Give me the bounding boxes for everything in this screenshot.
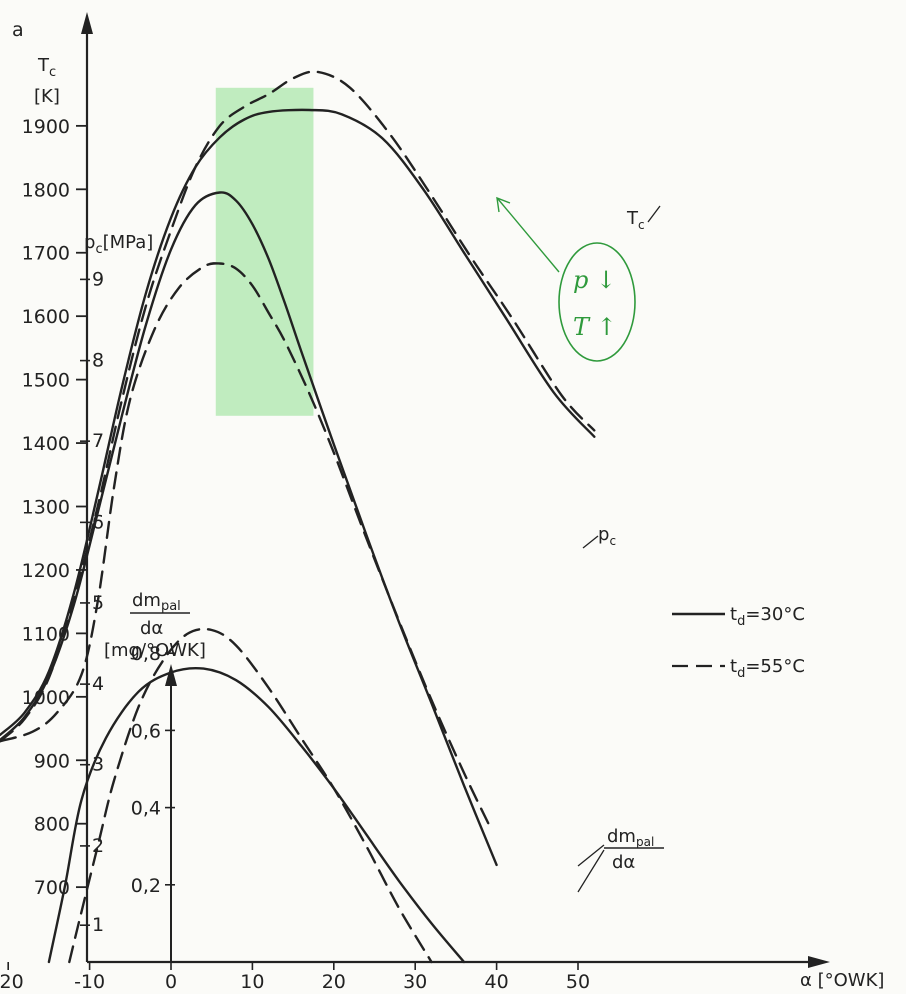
annotation: p ↓ T ↑: [496, 196, 636, 362]
legend-dashed-label: td=55°C: [730, 656, 805, 681]
t-tick-label: 1900: [22, 116, 70, 138]
tc-curve-label: Tc: [626, 205, 661, 232]
series-line-2: [0, 191, 498, 867]
annotation-line-2: T ↑: [573, 313, 617, 341]
t-tick-label: 1700: [22, 243, 70, 265]
annotation-ellipse: [558, 242, 636, 362]
svg-text:Tc: Tc: [626, 208, 645, 232]
series-line-1: [0, 70, 596, 743]
panel-label: a: [12, 19, 24, 41]
x-tick-label: 0: [165, 971, 177, 993]
annotation-arrow: [497, 198, 560, 273]
svg-text:pc: pc: [598, 524, 616, 548]
x-axis-label: α [°OWK]: [800, 970, 884, 991]
t-tick-label: 700: [34, 877, 70, 899]
dm-axis-arrow: [165, 664, 177, 686]
t-tick-label: 1600: [22, 306, 70, 328]
series-line-3: [0, 262, 490, 825]
t-tick-label: 900: [34, 750, 70, 772]
svg-text:[K]: [K]: [34, 86, 60, 107]
series-group: [0, 70, 596, 964]
x-tick-label: -20: [0, 971, 24, 993]
t-axis-ticks: 7008009001000110012001300140015001600170…: [22, 116, 87, 899]
t-axis-label: Tc [K]: [34, 55, 60, 107]
x-tick-label: 50: [566, 971, 590, 993]
t-axis-arrow: [81, 12, 93, 34]
p-tick-label: 8: [92, 350, 104, 372]
t-tick-label: 1800: [22, 179, 70, 201]
legend-solid-label: td=30°C: [730, 604, 805, 629]
series-line-4: [47, 666, 466, 964]
annotation-line-1: p ↓: [573, 266, 616, 294]
svg-text:pc[MPa]: pc[MPa]: [84, 232, 153, 257]
svg-text:dα: dα: [140, 618, 163, 639]
t-tick-label: 1500: [22, 370, 70, 392]
x-tick-label: 10: [240, 971, 264, 993]
dm-tick-label: 0,4: [131, 798, 161, 820]
dm-tick-label: 0,2: [131, 875, 161, 897]
t-tick-label: 1400: [22, 433, 70, 455]
svg-text:[mg/°OWK]: [mg/°OWK]: [104, 640, 206, 661]
dm-curve-label: dmpal dα: [577, 826, 664, 893]
t-tick-label: 1200: [22, 560, 70, 582]
dm-tick-label: 0,6: [131, 720, 161, 742]
p-tick-label: 7: [92, 430, 104, 452]
svg-text:dmpal: dmpal: [607, 826, 654, 849]
p-tick-label: 9: [92, 268, 104, 290]
x-tick-label: 20: [322, 971, 346, 993]
svg-text:Tc: Tc: [37, 55, 56, 80]
legend: td=30°C td=55°C: [672, 604, 805, 681]
x-tick-label: 30: [403, 971, 427, 993]
svg-text:dmpal: dmpal: [132, 590, 181, 614]
svg-text:dα: dα: [612, 852, 635, 873]
x-axis-arrow: [808, 956, 830, 968]
dm-axis-label: dmpal dα [mg/°OWK]: [104, 590, 206, 661]
p-tick-label: 1: [92, 914, 104, 936]
p-tick-label: 2: [92, 835, 104, 857]
x-axis-ticks: -20 -10 0 10 20 30 40 50: [0, 962, 590, 993]
t-tick-label: 1300: [22, 497, 70, 519]
p-tick-label: 4: [92, 673, 104, 695]
dm-axis-ticks: 0,2 0,4 0,6 0,8: [131, 643, 175, 897]
pc-curve-label: pc: [582, 524, 616, 549]
t-tick-label: 1100: [22, 623, 70, 645]
p-axis-label: pc[MPa]: [84, 232, 153, 257]
x-tick-label: 40: [485, 971, 509, 993]
series-line-0: [0, 108, 596, 737]
t-tick-label: 800: [34, 814, 70, 836]
series-line-5: [68, 627, 433, 964]
x-tick-label: -10: [74, 971, 105, 993]
dm-tick-label: 0,8: [131, 643, 161, 665]
